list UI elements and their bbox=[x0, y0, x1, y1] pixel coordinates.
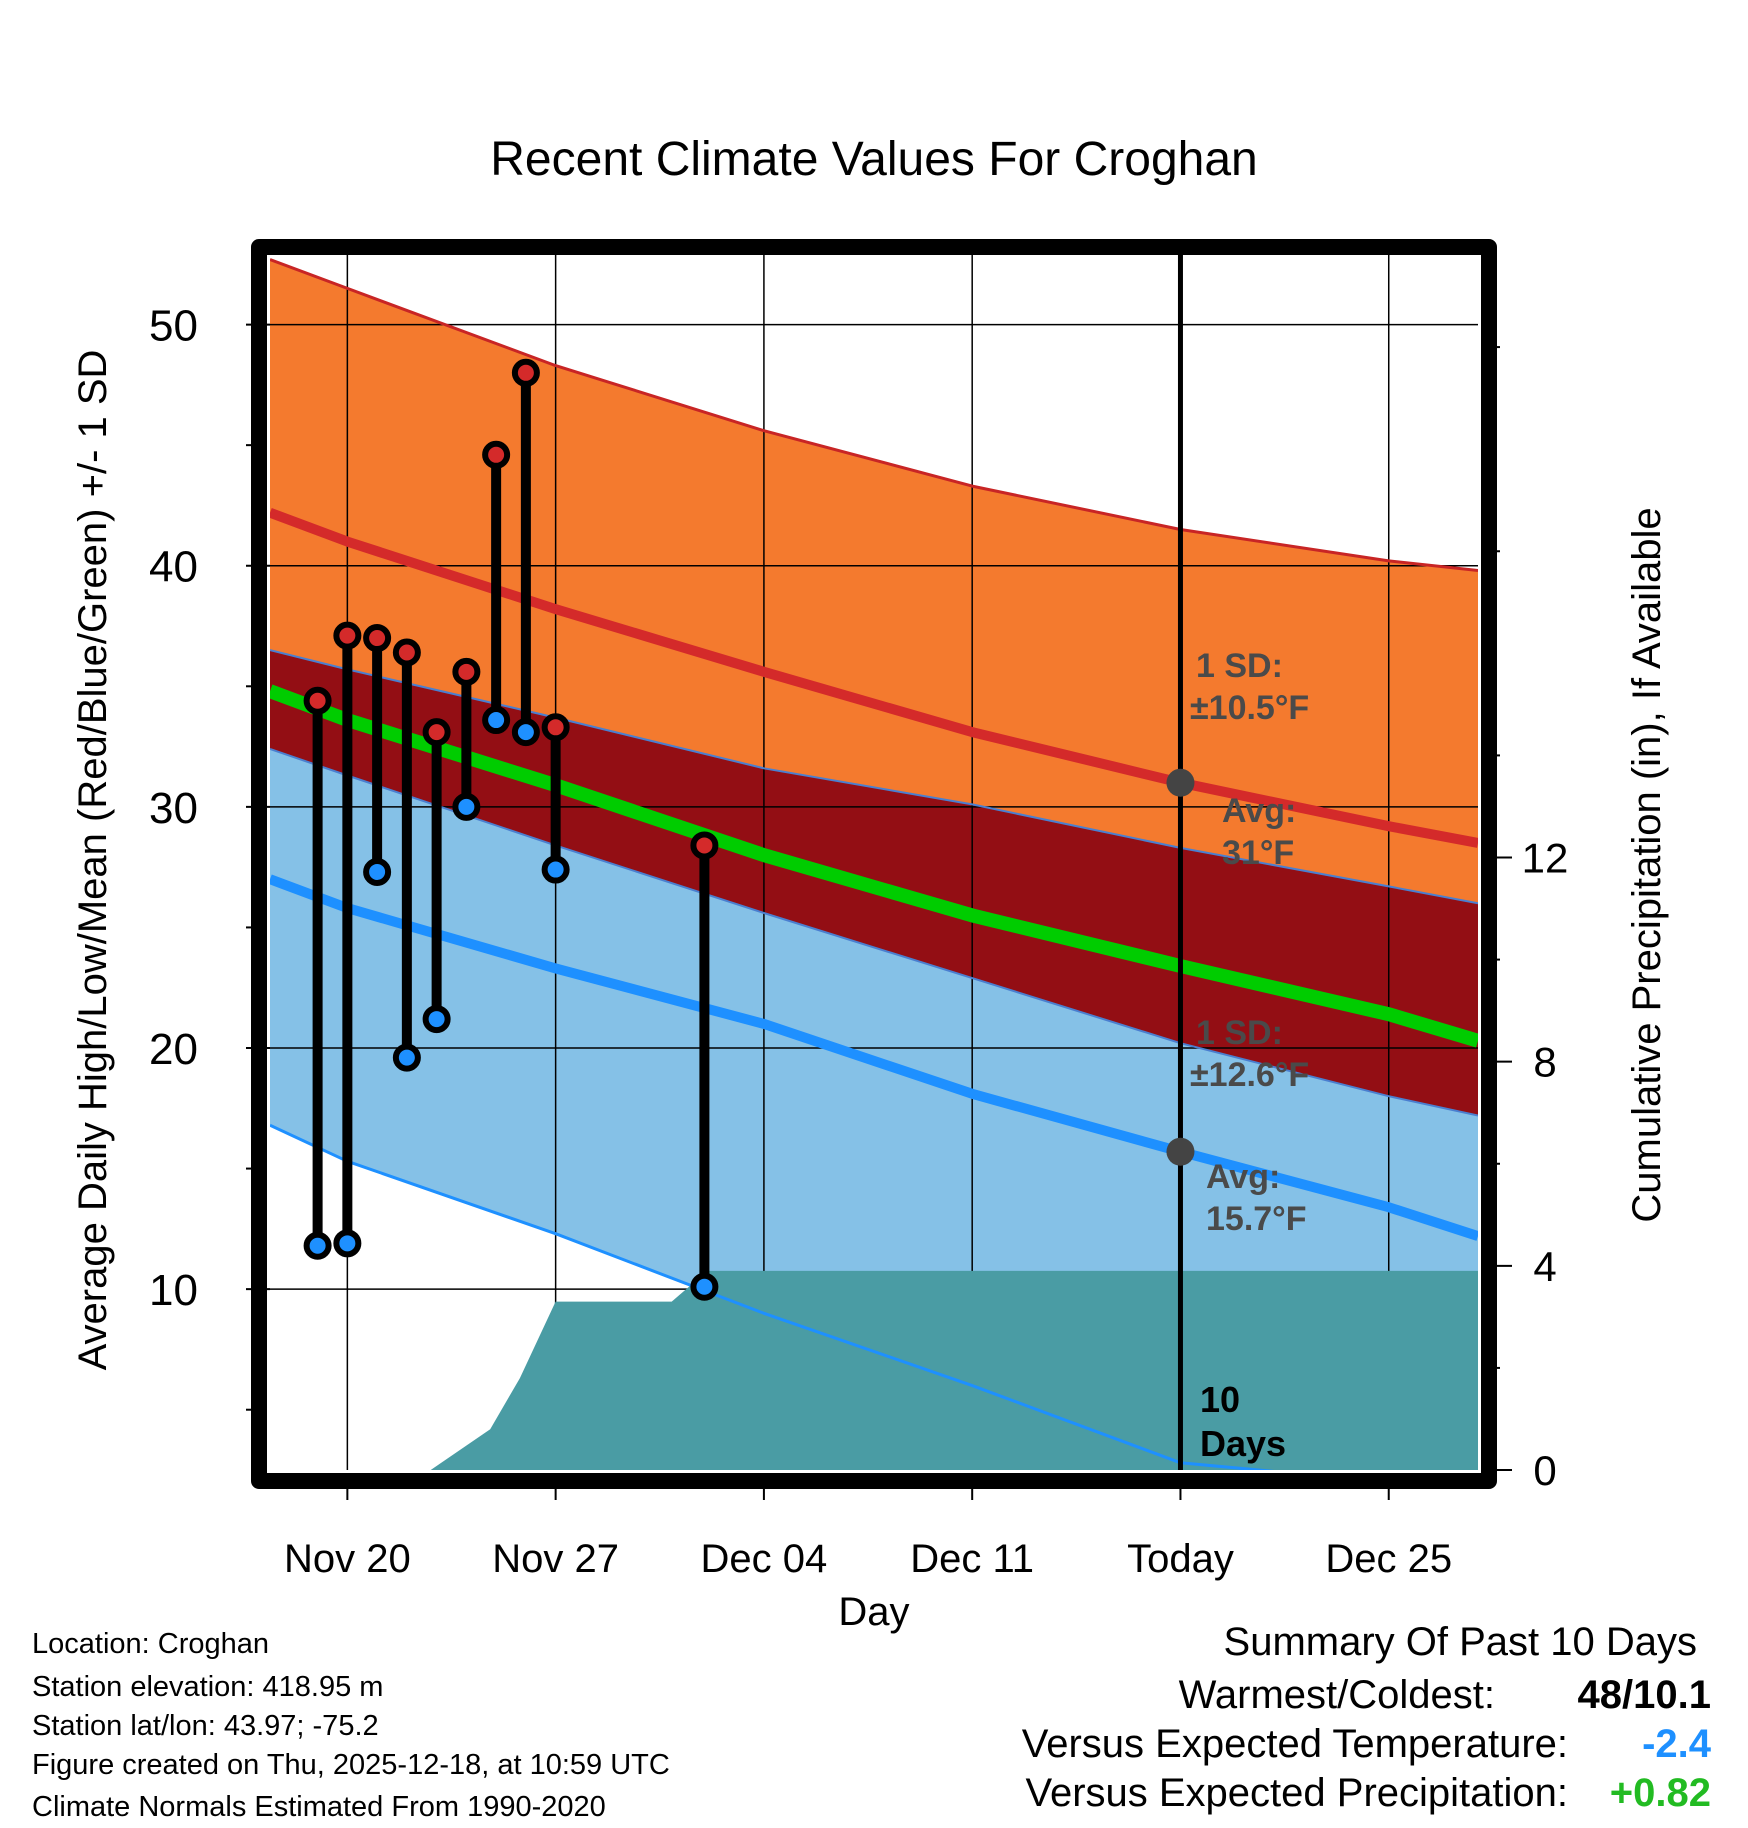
summary-precip-value: +0.82 bbox=[1609, 1771, 1711, 1815]
summary-precip-label: Versus Expected Precipitation: bbox=[1025, 1771, 1568, 1815]
info-location: Location: Croghan bbox=[32, 1628, 269, 1660]
obs-high-point-1 bbox=[333, 621, 362, 650]
low-avg-value: 15.7°F bbox=[1206, 1200, 1307, 1238]
low-sd-label: 1 SD: bbox=[1196, 1014, 1283, 1052]
low-minus-sd-line bbox=[270, 1123, 1275, 1470]
obs-low-point-0 bbox=[303, 1231, 332, 1260]
obs-high-point-6 bbox=[482, 440, 511, 469]
obs-low-point-8 bbox=[541, 855, 570, 884]
obs-low-point-4 bbox=[422, 1005, 451, 1034]
plot-border bbox=[251, 239, 1497, 1489]
obs-low-point-5 bbox=[452, 792, 481, 821]
obs-low-point-7 bbox=[511, 718, 540, 747]
window-label: Days bbox=[1200, 1423, 1286, 1464]
summary-temp-value: -2.4 bbox=[1642, 1722, 1711, 1766]
y-tick-label-4: 50 bbox=[149, 302, 198, 351]
obs-high-point-2 bbox=[363, 624, 392, 653]
low-avg-today-dot bbox=[1166, 1137, 1195, 1166]
summary-title: Summary Of Past 10 Days bbox=[1223, 1620, 1697, 1664]
y-tick-label-3: 40 bbox=[149, 543, 198, 592]
info-latlon: Station lat/lon: 43.97; -75.2 bbox=[32, 1710, 379, 1742]
info-elevation: Station elevation: 418.95 m bbox=[32, 1671, 384, 1703]
window-number: 10 bbox=[1200, 1379, 1240, 1420]
y2-axis-label: Cumulative Precipitation (in), If Availa… bbox=[1625, 507, 1669, 1222]
x-tick-label-4: Today bbox=[1127, 1537, 1234, 1581]
obs-low-point-9 bbox=[690, 1272, 719, 1301]
x-axis-label: Day bbox=[838, 1590, 909, 1634]
high-avg-line bbox=[270, 508, 1478, 848]
y2-tick-label-0: 0 bbox=[1533, 1447, 1556, 1494]
obs-high-point-4 bbox=[422, 718, 451, 747]
x-tick-label-0: Nov 20 bbox=[284, 1537, 411, 1581]
x-tick-label-5: Dec 25 bbox=[1325, 1537, 1452, 1581]
obs-high-point-0 bbox=[303, 686, 332, 715]
summary-warmest-value: 48/10.1 bbox=[1577, 1673, 1711, 1717]
obs-low-point-1 bbox=[333, 1229, 362, 1258]
high-avg-label: Avg: bbox=[1222, 792, 1296, 830]
high-sd-band bbox=[270, 259, 1478, 904]
y2-tick-label-2: 8 bbox=[1533, 1039, 1556, 1086]
y2-tick-label-3: 12 bbox=[1522, 835, 1569, 882]
precipitation-area bbox=[270, 1270, 1478, 1470]
chart-title: Recent Climate Values For Croghan bbox=[490, 133, 1257, 186]
y-tick-label-2: 30 bbox=[149, 784, 198, 833]
x-tick-label-2: Dec 04 bbox=[701, 1537, 828, 1581]
high-avg-today-dot bbox=[1166, 768, 1195, 797]
y2-tick-label-1: 4 bbox=[1533, 1243, 1556, 1290]
info-created: Figure created on Thu, 2025-12-18, at 10… bbox=[32, 1749, 670, 1781]
low-avg-label: Avg: bbox=[1206, 1158, 1280, 1196]
annotations: 1 SD: ±10.5°F Avg: 31°F 1 SD: ±12.6°F Avg: 15.7… bbox=[1166, 647, 1309, 1464]
obs-low-point-6 bbox=[482, 706, 511, 735]
precip-fill bbox=[270, 1270, 1478, 1470]
summary-temp-label: Versus Expected Temperature: bbox=[1021, 1722, 1568, 1766]
low-sd-value: ±12.6°F bbox=[1190, 1056, 1309, 1094]
obs-high-point-9 bbox=[690, 831, 719, 860]
high-sd-value: ±10.5°F bbox=[1190, 689, 1309, 727]
y-tick-label-0: 10 bbox=[149, 1266, 198, 1315]
x-tick-label-1: Nov 27 bbox=[492, 1537, 619, 1581]
observations bbox=[303, 358, 719, 1301]
summary-warmest-label: Warmest/Coldest: bbox=[1178, 1673, 1495, 1717]
high-avg-value: 31°F bbox=[1222, 834, 1294, 872]
obs-low-point-2 bbox=[363, 857, 392, 886]
obs-low-point-3 bbox=[392, 1043, 421, 1072]
x-tick-label-3: Dec 11 bbox=[910, 1537, 1034, 1581]
high-sd-label: 1 SD: bbox=[1196, 647, 1283, 685]
obs-high-point-7 bbox=[511, 358, 540, 387]
y-tick-label-1: 20 bbox=[149, 1025, 198, 1074]
obs-high-point-5 bbox=[452, 657, 481, 686]
plot-frame bbox=[251, 239, 1497, 1489]
low-avg-line bbox=[270, 874, 1478, 1241]
y-axis-label: Average Daily High/Low/Mean (Red/Blue/Gr… bbox=[71, 350, 115, 1371]
info-normals: Climate Normals Estimated From 1990-2020 bbox=[32, 1791, 606, 1823]
high-plus-sd-line bbox=[270, 258, 1478, 572]
obs-high-point-3 bbox=[392, 638, 421, 667]
obs-high-point-8 bbox=[541, 713, 570, 742]
